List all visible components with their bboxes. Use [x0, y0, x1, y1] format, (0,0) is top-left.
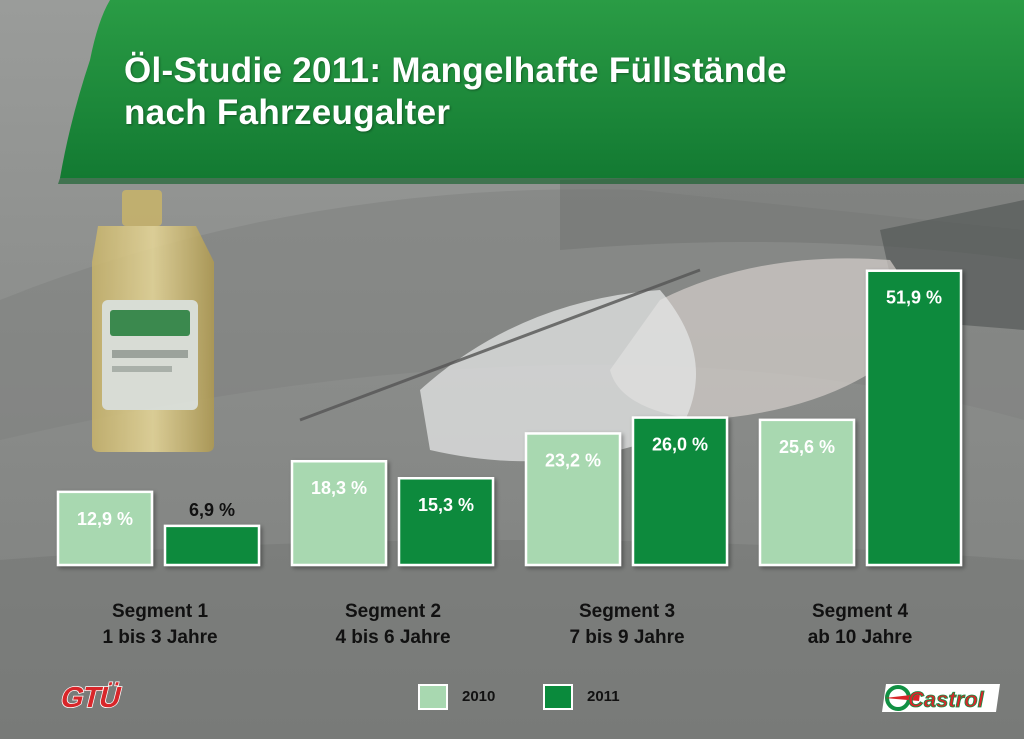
legend-label-2010: 2010 [462, 688, 496, 705]
legend-swatch-2010 [418, 684, 448, 710]
castrol-logo-text: Castrol [908, 687, 985, 712]
data-label-2010-segment-3: 23,2 % [545, 450, 601, 470]
bar-2010-segment-4 [758, 418, 856, 567]
gtu-logo: GTÜ [57, 681, 125, 714]
category-segment-2: Segment 2 [344, 601, 442, 622]
legend-label-2011: 2011 [587, 688, 620, 705]
title-banner [58, 0, 1024, 184]
bar-2011-segment-2 [397, 476, 495, 567]
castrol-logo: Castrol [882, 684, 1000, 712]
title-line-1: Öl-Studie 2011: Mangelhafte Füllstände [124, 51, 787, 90]
category-age-3: 7 bis 9 Jahre [569, 627, 685, 648]
category-label-3: Segment 3 7 bis 9 Jahre [527, 599, 727, 651]
data-label-2010-segment-1: 12,9 % [77, 509, 133, 529]
data-label-2010-segment-2: 18,3 % [311, 478, 367, 498]
bar-2010-segment-1 [56, 490, 154, 567]
category-age-1: 1 bis 3 Jahre [102, 627, 218, 648]
data-label-2011-segment-1: 6,9 % [189, 500, 235, 520]
chart-title: Öl-Studie 2011: Mangelhafte Füllstände n… [124, 50, 1004, 134]
category-label-2: Segment 2 4 bis 6 Jahre [293, 599, 493, 651]
category-age-2: 4 bis 6 Jahre [335, 627, 451, 648]
legend-swatch-2011 [543, 684, 573, 710]
category-age-4: ab 10 Jahre [807, 627, 913, 648]
category-label-4: Segment 4 ab 10 Jahre [760, 599, 960, 651]
category-label-1: Segment 1 1 bis 3 Jahre [60, 599, 260, 651]
bar-2010-segment-2 [290, 459, 388, 567]
data-label-2011-segment-3: 26,0 % [652, 435, 708, 455]
category-segment-3: Segment 3 [578, 601, 676, 622]
data-label-2010-segment-4: 25,6 % [779, 437, 835, 457]
bar-2011-segment-3 [631, 416, 729, 567]
data-label-2011-segment-2: 15,3 % [418, 495, 474, 515]
bar-2010-segment-3 [524, 432, 622, 567]
gtu-logo-text: GTÜ [58, 681, 124, 713]
title-line-2: nach Fahrzeugalter [124, 93, 451, 132]
category-segment-4: Segment 4 [811, 601, 909, 622]
data-label-2011-segment-4: 51,9 % [886, 288, 942, 308]
bar-2011-segment-4 [865, 269, 963, 567]
bar-2011-segment-1 [163, 524, 261, 567]
oil-bottle-image [92, 190, 214, 452]
category-segment-1: Segment 1 [111, 601, 209, 622]
